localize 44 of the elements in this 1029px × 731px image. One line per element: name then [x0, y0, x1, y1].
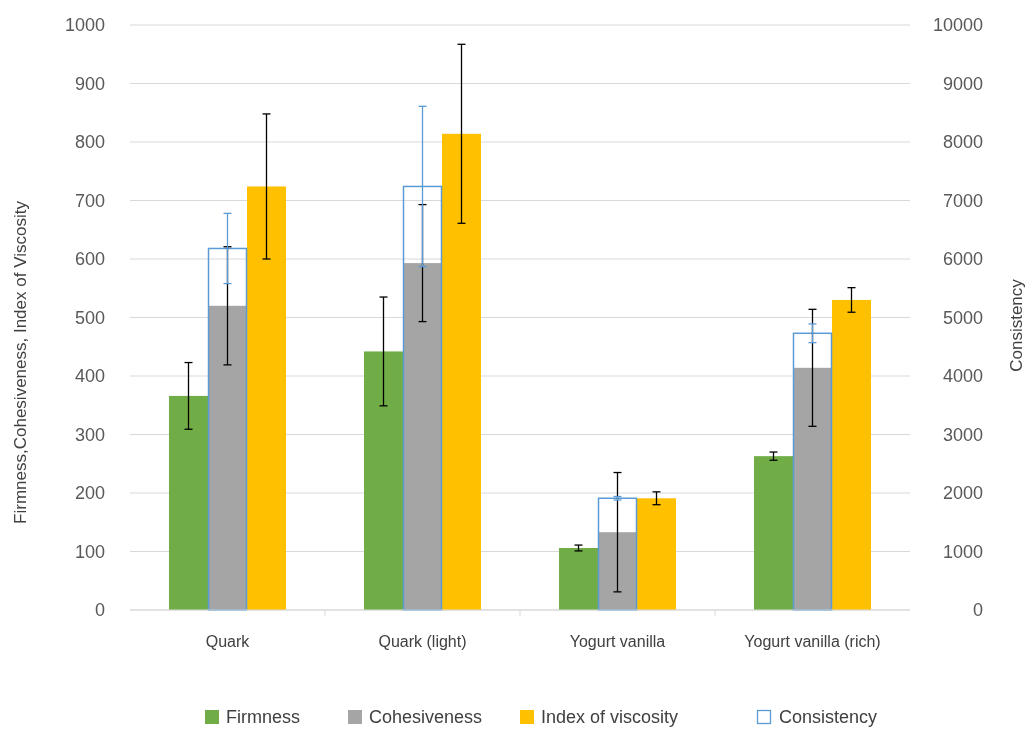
- y2-tick-label: 7000: [942, 190, 983, 211]
- bar: [598, 532, 637, 610]
- y2-tick-label: 3000: [942, 424, 983, 445]
- x-tick-label: Yogurt vanilla (rich): [744, 633, 881, 650]
- y-tick-label: 900: [74, 73, 105, 94]
- y-axis-title: Firmness,Cohesiveness, Index of Viscosity: [11, 200, 30, 524]
- y-tick-label: 500: [74, 307, 105, 328]
- bar: [442, 133, 481, 610]
- legend-label: Consistency: [779, 707, 878, 727]
- bar: [364, 351, 403, 610]
- legend-label: Cohesiveness: [369, 707, 483, 727]
- x-tick-label: Quark (light): [378, 633, 467, 650]
- y2-tick-label: 4000: [942, 366, 983, 386]
- legend-label: Firmness: [226, 707, 301, 727]
- y-tick-label: 100: [74, 541, 105, 562]
- y-tick-label: 800: [74, 132, 105, 152]
- y2-tick-label: 9000: [942, 73, 983, 94]
- y-tick-label: 600: [74, 249, 105, 269]
- y2-tick-label: 8000: [942, 132, 983, 152]
- legend-label: Index of viscosity: [541, 707, 679, 727]
- y2-tick-label: 5000: [942, 307, 983, 328]
- y2-tick-label: 0: [972, 600, 983, 620]
- bar: [208, 305, 247, 610]
- y2-tick-label: 2000: [942, 483, 983, 503]
- bar: [247, 186, 286, 610]
- y2-tick-label: 6000: [942, 249, 983, 269]
- bar: [832, 299, 871, 610]
- bar: [169, 395, 208, 610]
- y2-axis-title: Consistency: [1007, 278, 1026, 372]
- bar: [559, 547, 598, 610]
- y-tick-label: 700: [74, 190, 105, 211]
- bar: [403, 263, 442, 610]
- y-tick-label: 1000: [64, 15, 105, 35]
- y-tick-label: 200: [74, 483, 105, 503]
- bar: [637, 498, 676, 610]
- y2-tick-label: 1000: [942, 541, 983, 562]
- y-tick-label: 300: [74, 424, 105, 445]
- bar: [793, 367, 832, 610]
- y-tick-label: 400: [74, 366, 105, 386]
- y2-tick-label: 10000: [932, 15, 983, 35]
- bar: [754, 456, 793, 610]
- x-tick-label: Yogurt vanilla: [569, 633, 666, 650]
- y-tick-label: 0: [94, 600, 105, 620]
- x-tick-label: Quark: [205, 633, 251, 650]
